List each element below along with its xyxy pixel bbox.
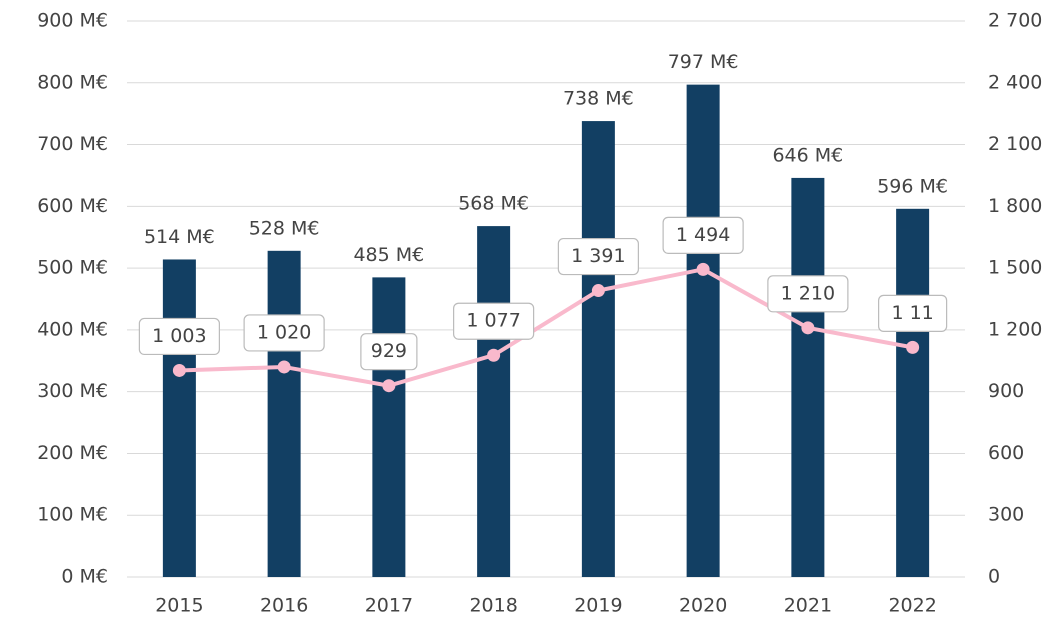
y-tick-label: 800 M€ — [37, 71, 108, 93]
bar — [267, 250, 301, 577]
y2-tick-label: 2 100 — [988, 133, 1042, 155]
x-tick-label: 2019 — [574, 595, 622, 617]
label-box — [243, 314, 325, 352]
point-label: 1 11 — [891, 302, 933, 324]
point — [906, 340, 920, 354]
x-tick-label: 2017 — [365, 595, 413, 617]
bar-label: 797 M€ — [668, 51, 739, 73]
y2-tick-label: 2 400 — [988, 71, 1042, 93]
bar — [581, 121, 615, 577]
y-tick-label: 600 M€ — [37, 195, 108, 217]
label-box — [767, 275, 849, 313]
label-box — [662, 216, 744, 254]
y2-tick-label: 0 — [988, 566, 1000, 588]
bar-label: 738 M€ — [563, 88, 634, 110]
bar-label: 596 M€ — [877, 175, 948, 197]
point-label: 1 003 — [152, 325, 206, 347]
bar-label: 568 M€ — [458, 193, 529, 215]
y-tick-label: 700 M€ — [37, 133, 108, 155]
bar — [791, 177, 825, 577]
x-tick-label: 2021 — [784, 595, 832, 617]
y2-tick-label: 1 800 — [988, 195, 1042, 217]
y2-tick-label: 2 700 — [988, 10, 1042, 32]
y2-tick-label: 1 200 — [988, 318, 1042, 340]
point-label: 1 210 — [781, 282, 835, 304]
bar — [162, 259, 196, 577]
label-box — [557, 237, 639, 276]
y2-tick-label: 900 — [988, 380, 1024, 402]
x-tick-label: 2022 — [888, 595, 936, 617]
x-tick-label: 2016 — [260, 595, 308, 617]
label-box — [360, 333, 418, 371]
y-tick-label: 900 M€ — [37, 10, 108, 32]
y2-tick-label: 1 500 — [988, 257, 1042, 279]
point — [801, 321, 815, 335]
line — [179, 267, 913, 388]
bar-label: 514 M€ — [144, 226, 215, 248]
point — [382, 379, 396, 393]
label-box — [453, 302, 535, 340]
point — [591, 284, 605, 298]
bar — [896, 208, 930, 577]
y-tick-label: 500 M€ — [37, 257, 108, 279]
point-label: 929 — [371, 340, 407, 362]
label-box — [138, 317, 220, 356]
point-label: 1 077 — [466, 310, 520, 332]
point — [487, 348, 501, 362]
bar — [477, 226, 511, 577]
bar — [372, 277, 406, 577]
x-tick-label: 2015 — [155, 595, 203, 617]
point — [696, 262, 710, 276]
bar — [686, 84, 720, 578]
bar-label: 528 M€ — [249, 217, 320, 239]
bar-label: 646 M€ — [772, 144, 843, 166]
point-label: 1 494 — [676, 224, 730, 246]
point-label: 1 391 — [571, 245, 625, 267]
point — [277, 360, 291, 374]
y-tick-label: 400 M€ — [37, 318, 108, 340]
y-tick-label: 0 M€ — [61, 566, 108, 588]
y-tick-label: 200 M€ — [37, 442, 108, 464]
y2-tick-label: 300 — [988, 504, 1024, 526]
y2-tick-label: 600 — [988, 442, 1024, 464]
point — [172, 363, 186, 377]
label-box — [878, 294, 948, 332]
y-tick-label: 100 M€ — [37, 504, 108, 526]
x-tick-label: 2018 — [469, 595, 517, 617]
x-tick-label: 2020 — [679, 595, 727, 617]
bar-label: 485 M€ — [353, 244, 424, 266]
point-label: 1 020 — [257, 321, 311, 343]
y-tick-label: 300 M€ — [37, 380, 108, 402]
